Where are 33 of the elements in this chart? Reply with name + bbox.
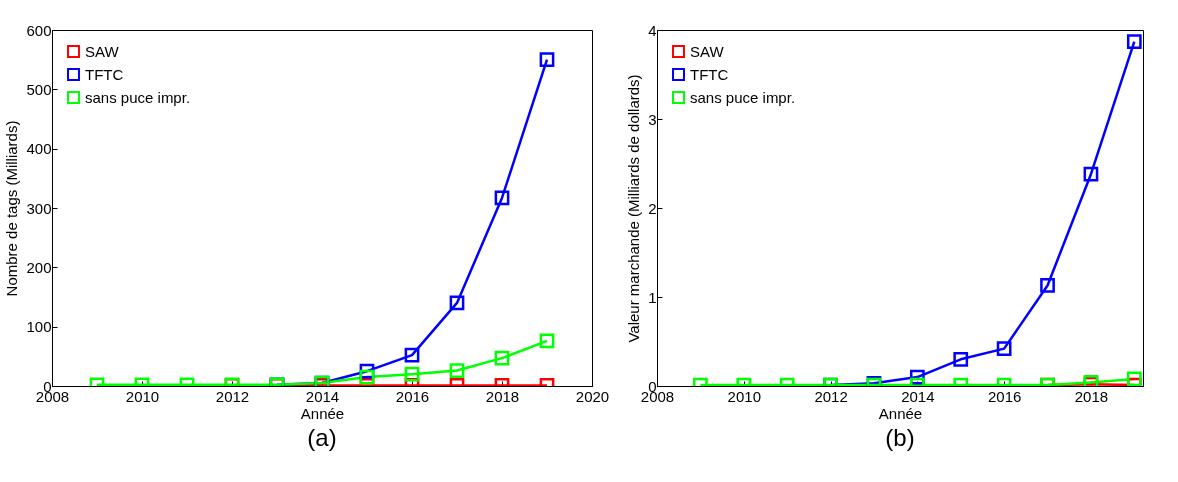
x-tick-label: 2018 (1074, 387, 1109, 405)
legend-label: sans puce impr. (690, 88, 796, 106)
y-tick-label: 3 (648, 110, 657, 128)
y-tick-label: 200 (26, 258, 52, 276)
y-tick-label: 4 (648, 21, 657, 39)
x-axis-title: Année (300, 404, 345, 422)
y-axis-title: Nombre de tags (Milliards) (3, 120, 21, 297)
text: (a) (307, 424, 337, 451)
text: (b) (885, 424, 915, 451)
y-tick-label: 300 (26, 199, 52, 217)
legend-label: sans puce impr. (85, 88, 191, 106)
y-tick-label: 500 (26, 80, 52, 98)
x-tick-label: 2016 (395, 387, 430, 405)
x-tick-label: 2012 (215, 387, 250, 405)
x-axis-title: Année (878, 404, 923, 422)
x-tick-label: 2016 (987, 387, 1022, 405)
legend-label: TFTC (85, 65, 124, 83)
legend-label: SAW (690, 42, 725, 60)
y-axis-title: Valeur marchande (Milliards de dollards) (625, 74, 643, 343)
y-tick-label: 1 (648, 288, 657, 306)
x-tick-label: 2018 (485, 387, 520, 405)
legend-label: TFTC (690, 65, 729, 83)
x-tick-label: 2014 (901, 387, 935, 405)
y-tick-label: 400 (26, 140, 52, 158)
x-tick-label: 2012 (814, 387, 848, 405)
x-tick-label: 2014 (305, 387, 340, 405)
x-tick-label: 2020 (575, 387, 610, 405)
y-tick-label: 2 (648, 199, 657, 217)
y-tick-label: 100 (26, 318, 52, 336)
legend-label: SAW (85, 42, 120, 60)
y-tick-label: 600 (26, 21, 52, 39)
x-tick-label: 2010 (727, 387, 761, 405)
x-tick-label: 2010 (125, 387, 160, 405)
